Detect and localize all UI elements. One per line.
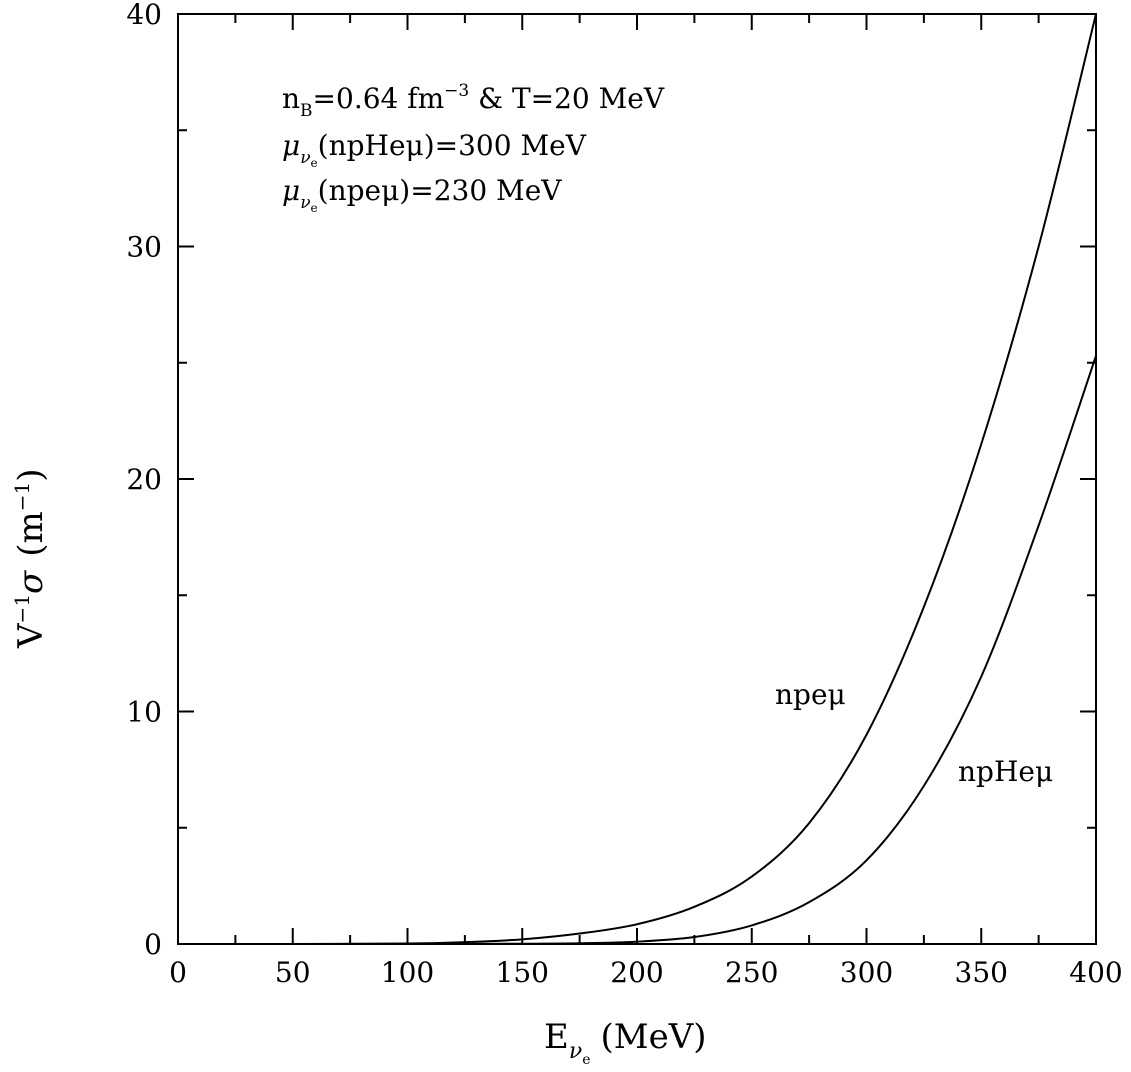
x-tick-label: 200 <box>610 956 663 989</box>
series-label-npemu: npeμ <box>775 678 846 711</box>
y-tick-label: 40 <box>126 0 162 31</box>
y-axis-label: V−1σ(m−1) <box>10 468 51 649</box>
tick-labels: 0 50 100 150 200 250 300 350 400 0 10 20 30 40 <box>126 0 1122 989</box>
annotation-mu-nphemu: μνe(npHeμ)=300 MeV <box>282 129 587 170</box>
x-tick-label: 350 <box>955 956 1008 989</box>
x-tick-label: 0 <box>169 956 187 989</box>
series-label-nphemu: npHeμ <box>958 755 1053 788</box>
x-axis-label: Eνe(MeV) <box>544 1017 707 1068</box>
y-tick-label: 20 <box>126 463 162 496</box>
y-tick-label: 0 <box>144 928 162 961</box>
series-line-nphemu <box>178 356 1096 944</box>
axis-ticks <box>178 14 1096 944</box>
x-tick-label: 300 <box>840 956 893 989</box>
plot-frame <box>178 14 1096 944</box>
x-tick-label: 400 <box>1069 956 1122 989</box>
annotation-density-temperature: nB=0.64 fm−3 & T=20 MeV <box>282 81 665 121</box>
annotation-mu-npemu: μνe(npeμ)=230 MeV <box>282 174 562 215</box>
x-tick-label: 250 <box>725 956 778 989</box>
data-curves <box>178 14 1096 944</box>
x-tick-label: 100 <box>381 956 434 989</box>
x-tick-label: 150 <box>496 956 549 989</box>
y-tick-label: 10 <box>126 696 162 729</box>
series-line-npemu <box>178 14 1096 944</box>
x-tick-label: 50 <box>275 956 311 989</box>
y-tick-label: 30 <box>126 231 162 264</box>
